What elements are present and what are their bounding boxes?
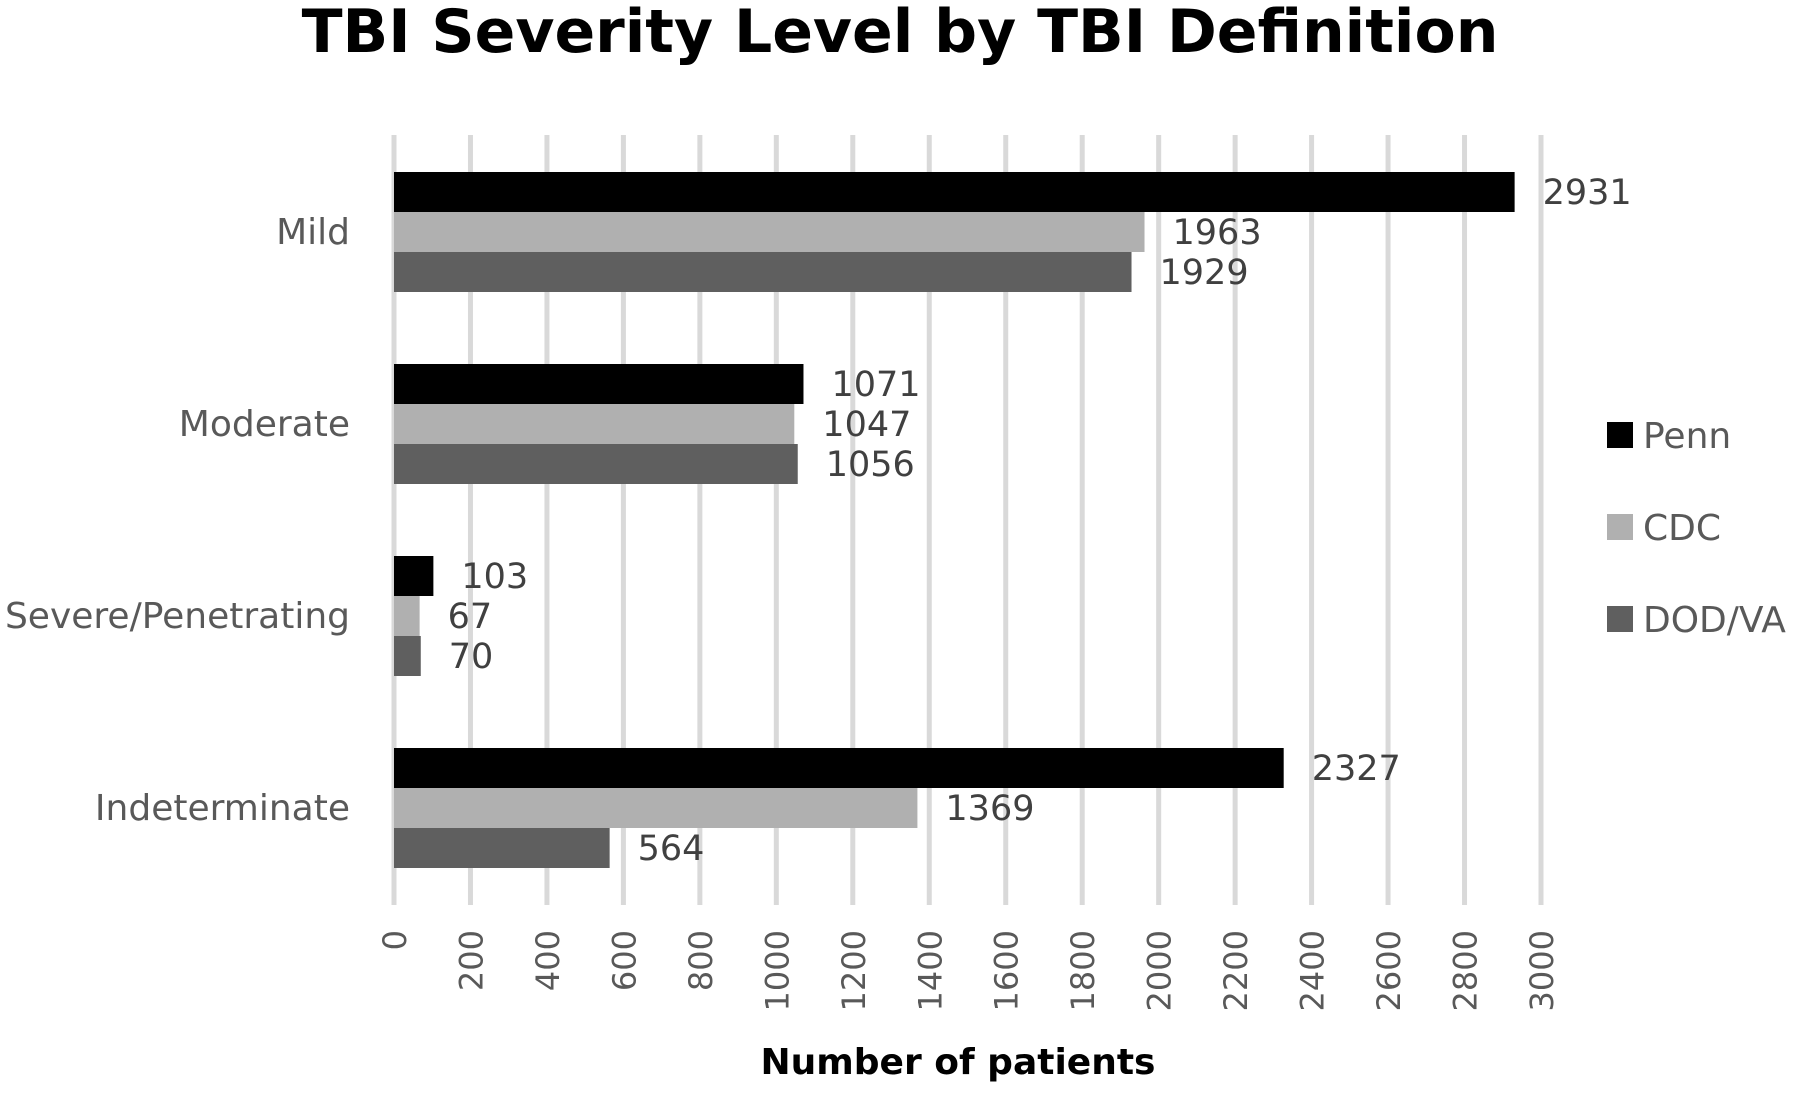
x-axis-ticks: 0 200 400 600 800 1000 1200 1400 1600 1800 2000 220… (376, 930, 1561, 1011)
bar-dod-va-mild (394, 252, 1132, 292)
x-tick-label: 800 (682, 930, 720, 991)
x-tick-label: 1600 (988, 930, 1026, 1011)
bar-penn-mild (394, 172, 1515, 212)
x-tick-label: 400 (529, 930, 567, 991)
legend-swatch (1607, 606, 1633, 632)
category-label: Mild (276, 212, 350, 253)
category-label: Indeterminate (95, 788, 350, 829)
x-tick-label: 3000 (1523, 930, 1561, 1011)
x-tick-label: 0 (376, 930, 414, 950)
legend-label: Penn (1643, 416, 1731, 457)
bar-dod-va-moderate (394, 444, 798, 484)
data-label: 103 (461, 557, 528, 597)
legend-swatch (1607, 422, 1633, 448)
bar-penn-indeterminate (394, 748, 1284, 788)
chart-title: TBI Severity Level by TBI Definition (301, 0, 1499, 67)
data-label: 70 (449, 637, 494, 677)
x-tick-label: 2200 (1217, 930, 1255, 1011)
x-tick-label: 1400 (911, 930, 949, 1011)
x-tick-label: 2600 (1370, 930, 1408, 1011)
category-label: Moderate (179, 404, 350, 445)
x-tick-label: 2000 (1141, 930, 1179, 1011)
data-label: 67 (448, 597, 493, 637)
bar-dod-va-indeterminate (394, 828, 610, 868)
x-tick-label: 2400 (1294, 930, 1332, 1011)
bar-cdc-mild (394, 212, 1145, 252)
x-tick-label: 2800 (1447, 930, 1485, 1011)
bar-dod-va-severe-penetrating (394, 636, 421, 676)
x-tick-label: 600 (605, 930, 643, 991)
legend: Penn CDC DOD/VA (1607, 416, 1786, 641)
bars (394, 172, 1515, 868)
x-tick-label: 1200 (835, 930, 873, 1011)
category-labels: Mild Moderate Severe/Penetrating Indetermin… (5, 212, 350, 829)
x-tick-label: 1000 (758, 930, 796, 1011)
data-label: 1963 (1173, 213, 1262, 253)
category-label: Severe/Penetrating (5, 596, 350, 637)
bar-cdc-moderate (394, 404, 795, 444)
x-tick-label: 200 (452, 930, 490, 991)
bar-penn-moderate (394, 364, 804, 404)
data-label: 564 (638, 829, 705, 869)
x-tick-label: 1800 (1064, 930, 1102, 1011)
legend-swatch (1607, 514, 1633, 540)
data-label: 1047 (822, 405, 911, 445)
legend-label: DOD/VA (1643, 600, 1786, 641)
data-label: 2931 (1543, 173, 1632, 213)
data-label: 1071 (831, 365, 920, 405)
bar-penn-severe-penetrating (394, 556, 434, 596)
data-label: 1369 (945, 789, 1034, 829)
data-label: 1929 (1160, 253, 1249, 293)
legend-label: CDC (1643, 508, 1721, 549)
x-axis-title: Number of patients (761, 1042, 1156, 1083)
data-label: 1056 (826, 445, 915, 485)
data-label: 2327 (1312, 749, 1401, 789)
bar-cdc-indeterminate (394, 788, 918, 828)
bar-cdc-severe-penetrating (394, 596, 420, 636)
